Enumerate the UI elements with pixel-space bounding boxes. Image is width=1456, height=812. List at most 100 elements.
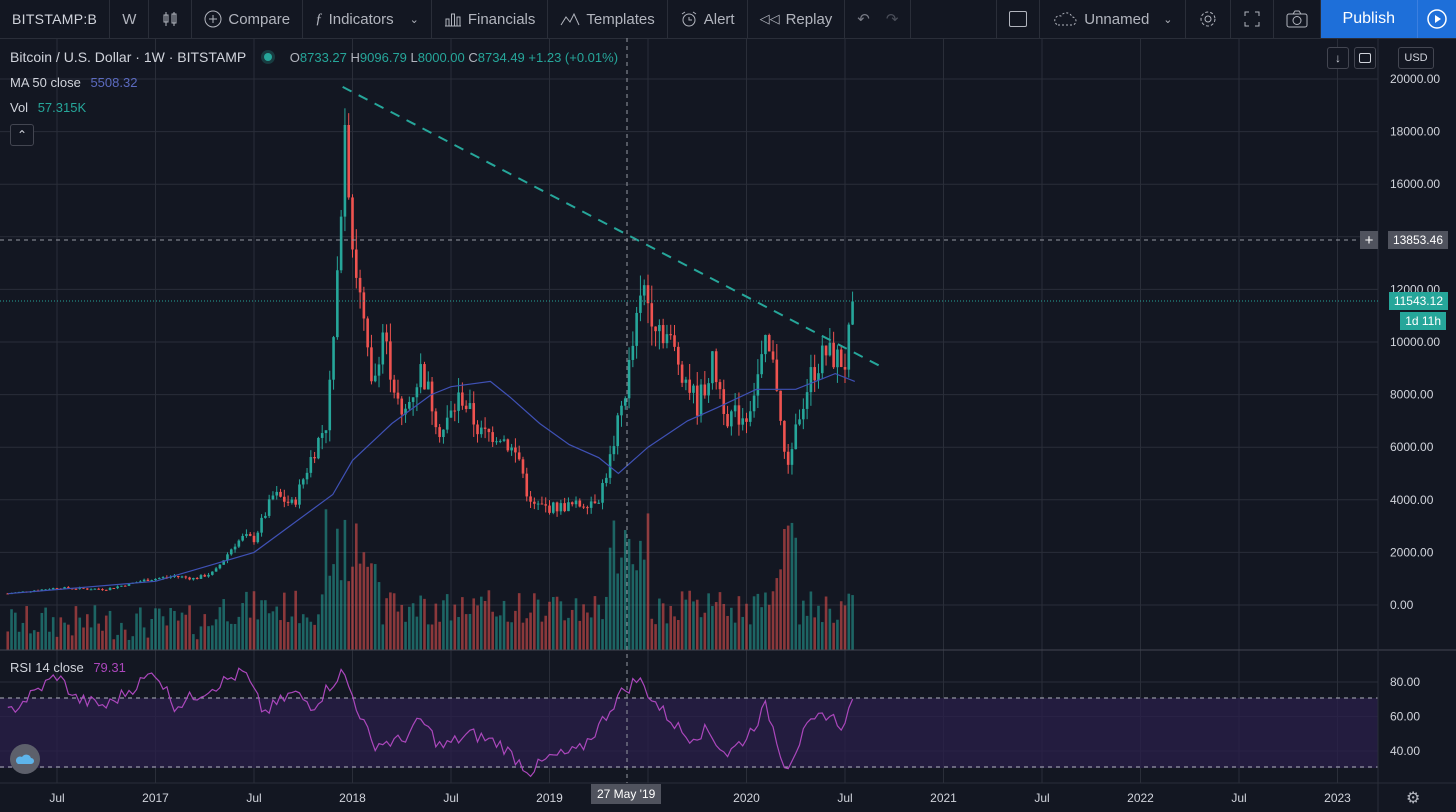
templates-button[interactable]: Templates (548, 0, 668, 38)
candle-body (404, 408, 407, 415)
volume-bar (332, 564, 335, 650)
candle-body (309, 457, 313, 473)
rsi-axis[interactable]: 80.00 60.00 40.00 (1390, 675, 1420, 758)
volume-bar (343, 519, 347, 650)
publish-video-button[interactable] (1417, 0, 1456, 38)
rsi-legend[interactable]: RSI 14 close 79.31 (10, 660, 126, 675)
alert-button[interactable]: Alert (668, 0, 748, 38)
redo-icon[interactable]: ↷ (885, 11, 899, 28)
candle-body (677, 346, 680, 365)
maximize-pane-button[interactable] (1354, 47, 1376, 69)
volume-bar (286, 621, 290, 650)
tradingview-logo[interactable] (10, 744, 40, 774)
candle-body (502, 439, 506, 441)
candle-body (820, 345, 824, 374)
volume-bar (48, 631, 51, 650)
settings-button[interactable] (1186, 0, 1231, 38)
volume-bar (820, 622, 824, 650)
volume-bar (487, 590, 491, 650)
price-tick-label: 8000.00 (1390, 388, 1434, 402)
volume-bar (430, 624, 434, 650)
chevron-down-icon[interactable]: ⌄ (409, 13, 419, 26)
candle-body (688, 379, 691, 393)
candle-body (101, 589, 104, 591)
volume-bar (461, 597, 464, 650)
time-tick-label: 2023 (1324, 791, 1351, 805)
time-axis[interactable]: Jul 2017 Jul 2018 Jul 2019 Jul 2020 Jul 2021 Jul 20… (49, 791, 1351, 805)
volume-bar (707, 593, 710, 650)
bar-countdown-tag: 1d 11h (1400, 312, 1446, 330)
candle-body (127, 583, 131, 586)
camera-icon (1286, 10, 1308, 28)
indicators-label: Indicators (328, 10, 394, 28)
symbol-search[interactable]: BITSTAMP:B (0, 0, 111, 38)
price-tick-label: 18000.00 (1390, 125, 1440, 139)
interval-button[interactable]: W (110, 0, 150, 38)
volume-bars (6, 509, 854, 650)
candle-body (339, 216, 343, 271)
candle-body (442, 429, 445, 438)
candle-body (669, 334, 673, 336)
layout-name-button[interactable]: Unnamed ⌄ (1040, 0, 1186, 38)
scroll-to-bottom-button[interactable]: ↓ (1327, 47, 1349, 69)
candle-body (487, 428, 491, 433)
candle-body (430, 381, 434, 412)
volume-bar (89, 627, 93, 650)
volume-bar (252, 591, 256, 650)
close-value: 8734.49 (477, 50, 525, 65)
candle-body (150, 580, 154, 582)
crosshair-plus-button[interactable]: + (1360, 231, 1378, 249)
undo-icon[interactable]: ↶ (857, 11, 870, 28)
snapshot-button[interactable] (1274, 0, 1321, 38)
compare-button[interactable]: Compare (192, 0, 304, 38)
ma-value: 5508.32 (90, 75, 138, 90)
open-label: O (289, 50, 300, 65)
crosshair-price-tag: 13853.46 (1387, 231, 1448, 249)
volume-bar (514, 610, 517, 650)
candle-body (343, 124, 347, 217)
volume-bar (589, 617, 593, 650)
candle-body (241, 535, 244, 541)
volume-bar (309, 621, 313, 650)
candle-body (832, 342, 835, 368)
currency-button[interactable]: USD (1398, 47, 1434, 69)
volume-bar (658, 598, 661, 650)
time-tick-label: Jul (49, 791, 64, 805)
series-title[interactable]: Bitcoin / U.S. Dollar · 1W · BITSTAMP (10, 49, 246, 65)
volume-bar (483, 600, 487, 650)
candle-body (551, 502, 555, 513)
vol-legend[interactable]: Vol 57.315K (10, 100, 86, 115)
volume-bar (112, 639, 116, 650)
candle-body (533, 501, 536, 504)
price-chart[interactable]: 20000.0018000.0016000.0014000.0012000.00… (0, 38, 1456, 812)
chart-style-button[interactable] (149, 0, 193, 38)
price-axis[interactable]: 20000.0018000.0016000.0014000.0012000.00… (1390, 72, 1440, 612)
time-tick-label: Jul (837, 791, 852, 805)
volume-bar (192, 634, 195, 650)
time-axis-settings-button[interactable]: ⚙ (1406, 788, 1420, 808)
candle-body (139, 581, 142, 583)
candle-body (491, 432, 494, 442)
volume-bar (480, 596, 483, 650)
volume-bar (688, 590, 691, 650)
replay-button[interactable]: ◁◁ Replay (748, 0, 846, 38)
candle-body (752, 395, 756, 412)
price-tick-label: 10000.00 (1390, 335, 1440, 349)
fullscreen-layout-button[interactable] (996, 0, 1041, 38)
volume-bar (203, 614, 207, 650)
volume-bar (502, 600, 506, 650)
candle-body (692, 385, 695, 393)
candle-body (703, 384, 707, 396)
candle-body (794, 424, 798, 450)
candle-body (650, 303, 654, 327)
collapse-legend-button[interactable]: ⌃ (10, 124, 34, 146)
fullscreen-button[interactable] (1231, 0, 1274, 38)
trendline[interactable] (342, 86, 885, 370)
publish-button[interactable]: Publish (1320, 0, 1417, 38)
indicators-button[interactable]: ƒ Indicators ⌄ (303, 0, 432, 38)
financials-button[interactable]: Financials (432, 0, 549, 38)
ma-legend[interactable]: MA 50 close 5508.32 (10, 75, 137, 90)
candle-body (665, 334, 669, 344)
candle-body (328, 379, 332, 431)
volume-bar (320, 594, 324, 650)
